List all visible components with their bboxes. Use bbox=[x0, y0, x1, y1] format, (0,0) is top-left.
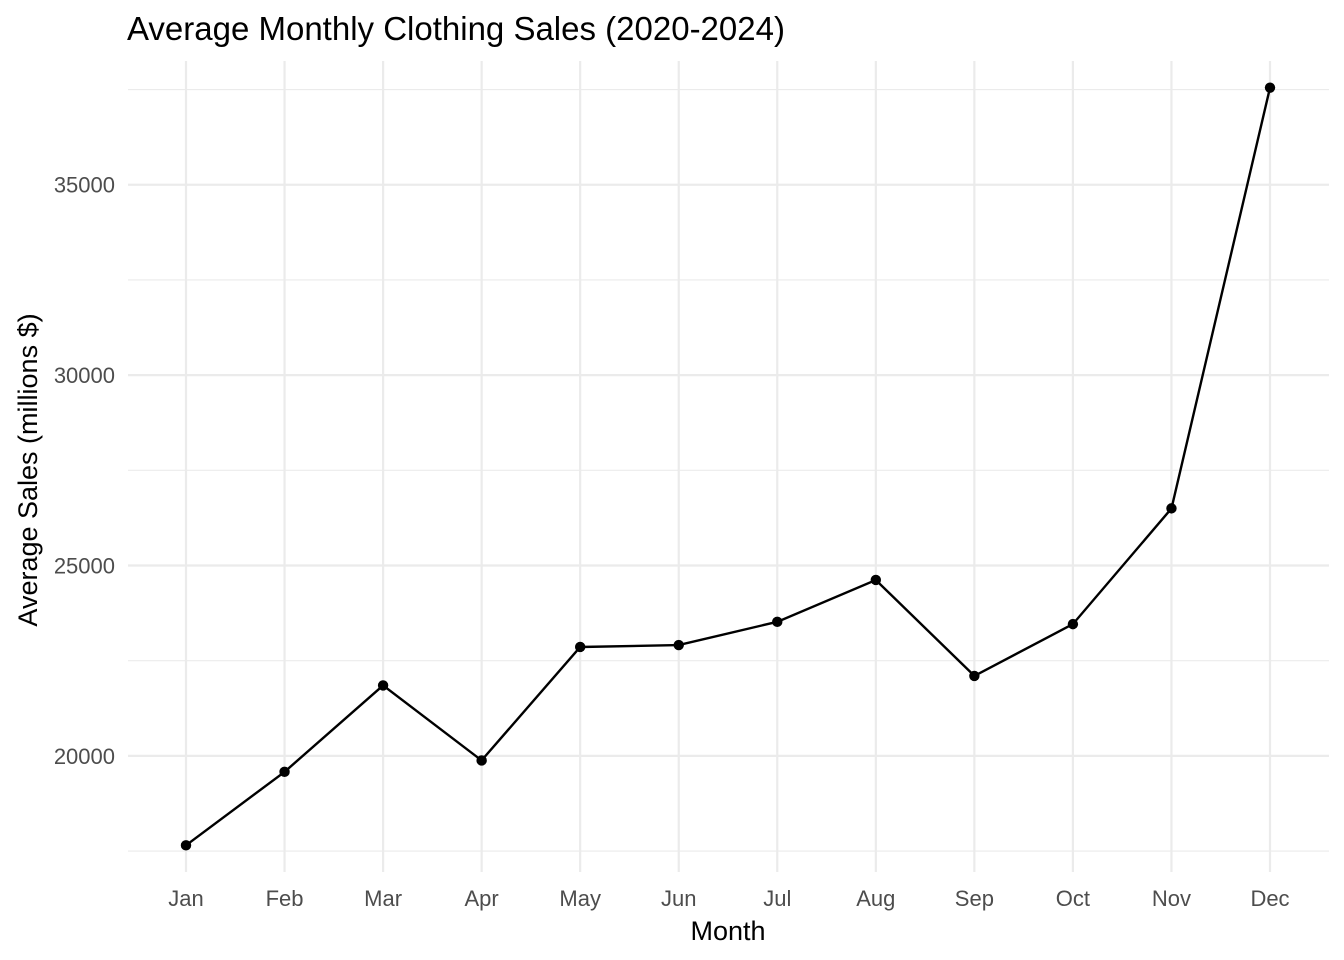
x-tick-label: May bbox=[559, 886, 601, 911]
series-line bbox=[185, 87, 1272, 847]
y-axis-title: Average Sales (millions $) bbox=[13, 313, 43, 626]
data-point-sep bbox=[969, 670, 980, 682]
points-layer bbox=[180, 82, 1276, 851]
data-point-dec bbox=[1264, 82, 1276, 93]
x-tick-label: Mar bbox=[364, 886, 402, 911]
x-tick-label: Jan bbox=[168, 886, 203, 911]
x-tick-label: Nov bbox=[1152, 886, 1191, 911]
x-tick-label: Feb bbox=[266, 886, 304, 911]
data-point-nov bbox=[1166, 503, 1177, 514]
chart-title: Average Monthly Clothing Sales (2020-202… bbox=[127, 10, 785, 47]
x-tick-label: Jun bbox=[661, 886, 696, 911]
data-point-feb bbox=[279, 766, 290, 778]
data-point-aug bbox=[870, 574, 882, 586]
x-tick-label: Sep bbox=[955, 886, 994, 911]
x-tick-label: Oct bbox=[1056, 886, 1090, 911]
data-point-mar bbox=[377, 680, 389, 691]
x-tick-label: Apr bbox=[465, 886, 499, 911]
data-point-jun bbox=[673, 639, 684, 651]
data-point-jan bbox=[180, 840, 192, 851]
y-tick-label: 35000 bbox=[54, 173, 115, 198]
y-tick-label: 20000 bbox=[54, 744, 115, 769]
x-axis-ticks: Jan Feb Mar Apr May Jun Jul Aug Sep Oct Nov Dec bbox=[168, 886, 1289, 911]
y-axis-ticks: 20000 25000 30000 35000 bbox=[54, 173, 115, 769]
data-point-may bbox=[574, 641, 586, 653]
data-point-apr bbox=[476, 755, 487, 766]
x-tick-label: Jul bbox=[763, 886, 791, 911]
series-layer bbox=[185, 87, 1272, 847]
x-tick-label: Aug bbox=[856, 886, 895, 911]
data-point-jul bbox=[772, 616, 783, 628]
y-tick-label: 25000 bbox=[54, 553, 115, 578]
x-axis-title: Month bbox=[690, 916, 765, 946]
y-tick-label: 30000 bbox=[54, 363, 115, 388]
x-tick-label: Dec bbox=[1250, 886, 1289, 911]
data-point-oct bbox=[1067, 618, 1079, 630]
grid bbox=[128, 61, 1329, 872]
